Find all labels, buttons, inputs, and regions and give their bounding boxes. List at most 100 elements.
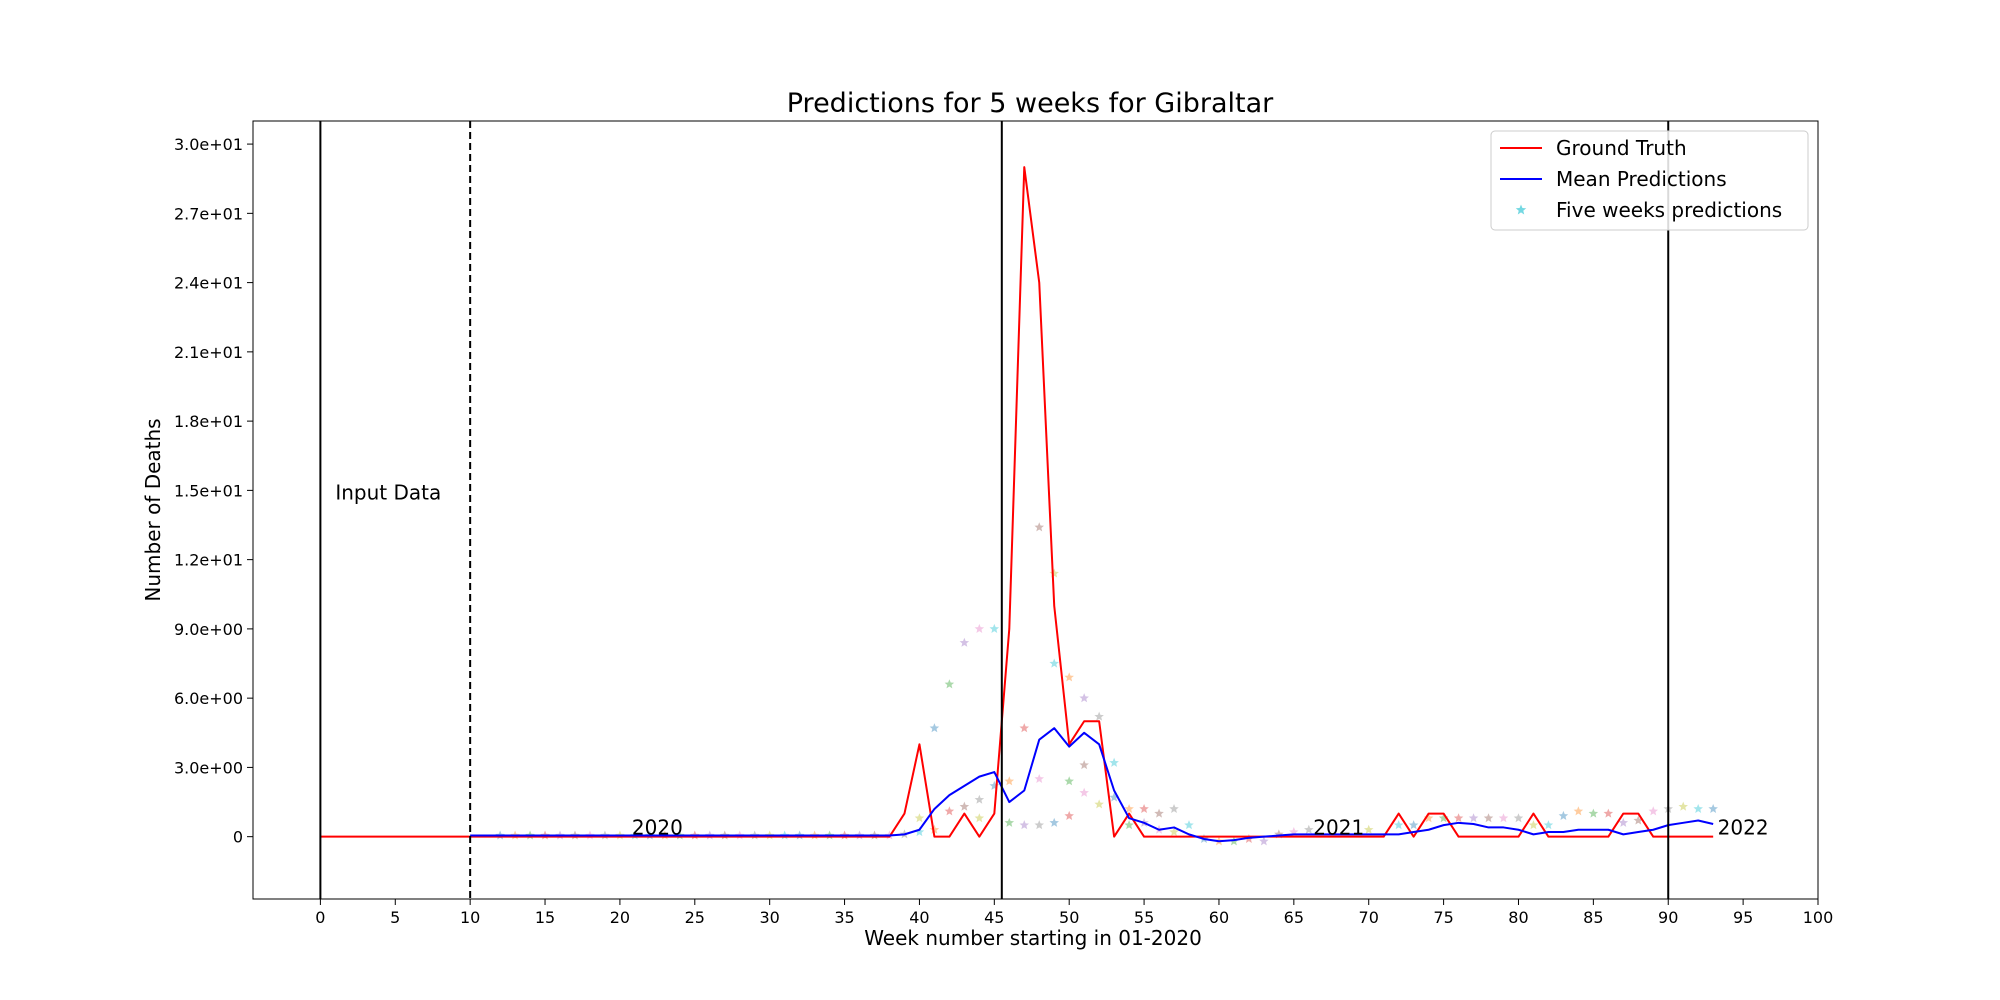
annotation-text: Input Data: [335, 481, 441, 505]
y-tick-label: 1.2e+01: [174, 551, 243, 570]
y-tick-label: 6.0e+00: [174, 689, 243, 708]
five-weeks-prediction-point: [1019, 723, 1030, 733]
x-tick-label: 40: [909, 908, 929, 927]
x-tick-label: 75: [1433, 908, 1453, 927]
five-weeks-prediction-point: [1603, 808, 1614, 818]
five-weeks-prediction-point: [1049, 568, 1059, 578]
x-tick-label: 100: [1803, 908, 1834, 927]
y-tick-label: 0: [233, 828, 243, 847]
five-weeks-prediction-point: [974, 813, 985, 823]
y-tick-label: 3.0e+00: [174, 758, 243, 777]
x-tick-label: 80: [1508, 908, 1528, 927]
five-weeks-prediction-point: [944, 679, 955, 689]
x-tick-label: 50: [1059, 908, 1079, 927]
five-weeks-prediction-point: [1423, 813, 1434, 823]
x-tick-label: 55: [1134, 908, 1154, 927]
five-weeks-prediction-point: [1094, 799, 1104, 809]
y-tick-label: 2.4e+01: [174, 274, 243, 293]
five-weeks-prediction-point: [1693, 803, 1703, 814]
x-axis-label: Week number starting in 01-2020: [864, 926, 1202, 950]
five-weeks-prediction-point: [1079, 693, 1089, 703]
five-weeks-prediction-point: [1633, 815, 1644, 825]
five-weeks-prediction-point: [1438, 813, 1449, 823]
x-tick-label: 0: [315, 908, 325, 927]
five-weeks-prediction-point: [989, 623, 1000, 633]
five-weeks-prediction-point: [1079, 760, 1089, 770]
y-tick-label: 1.8e+01: [174, 412, 243, 431]
five-weeks-prediction-point: [1573, 806, 1584, 816]
five-weeks-prediction-point: [1648, 806, 1659, 816]
five-weeks-prediction-point: [1034, 522, 1044, 532]
five-weeks-prediction-point: [1453, 813, 1464, 823]
x-tick-label: 35: [834, 908, 854, 927]
five-weeks-prediction-point: [929, 723, 940, 733]
five-weeks-prediction-point: [1109, 792, 1119, 802]
five-weeks-prediction-point: [1393, 820, 1404, 830]
five-weeks-prediction-point: [914, 827, 925, 837]
five-weeks-prediction-point: [1139, 803, 1149, 814]
legend-five-weeks-label: Five weeks predictions: [1556, 198, 1782, 222]
five-weeks-prediction-point: [1558, 810, 1569, 820]
x-tick-label: 65: [1284, 908, 1304, 927]
five-weeks-prediction-point: [914, 813, 925, 823]
legend: Ground Truth Mean Predictions Five weeks…: [1490, 130, 1809, 231]
five-weeks-prediction-point: [1304, 824, 1314, 834]
five-weeks-prediction-point: [1274, 829, 1284, 839]
five-weeks-prediction-point: [1034, 773, 1044, 783]
five-weeks-prediction-point: [1289, 827, 1299, 837]
five-weeks-prediction-point: [944, 806, 955, 816]
five-weeks-prediction-point: [1064, 776, 1074, 786]
x-tick-label: 30: [759, 908, 779, 927]
five-weeks-prediction-point: [1528, 820, 1539, 830]
five-weeks-prediction-point: [1259, 836, 1269, 846]
x-tick-label: 95: [1733, 908, 1753, 927]
five-weeks-prediction-point: [1094, 711, 1104, 721]
five-weeks-prediction-point: [1049, 817, 1059, 827]
five-weeks-prediction-point: [1184, 820, 1194, 830]
five-weeks-prediction-point: [974, 623, 985, 633]
five-weeks-prediction-point: [1064, 672, 1074, 682]
x-tick-label: 25: [685, 908, 705, 927]
five-weeks-prediction-point: [1543, 820, 1554, 830]
five-weeks-prediction-point: [1498, 813, 1509, 823]
x-tick-label: 85: [1583, 908, 1603, 927]
x-tick-label: 10: [460, 908, 480, 927]
y-tick-label: 2.1e+01: [174, 343, 243, 362]
x-tick-label: 45: [984, 908, 1004, 927]
five-weeks-prediction-point: [1468, 813, 1479, 823]
y-tick-label: 1.5e+01: [174, 481, 243, 500]
x-tick-label: 70: [1359, 908, 1379, 927]
ground-truth-line: [320, 166, 1714, 838]
x-tick-label: 60: [1209, 908, 1229, 927]
legend-mean-predictions-label: Mean Predictions: [1556, 167, 1727, 191]
five-weeks-prediction-point: [1109, 757, 1119, 767]
five-weeks-prediction-point: [1064, 810, 1074, 820]
plot-area-frame: [252, 120, 1819, 900]
five-weeks-prediction-point: [1708, 803, 1718, 814]
y-tick-label: 9.0e+00: [174, 620, 243, 639]
five-weeks-prediction-point: [1079, 787, 1089, 797]
five-weeks-prediction-point: [1618, 817, 1629, 827]
five-weeks-prediction-point: [1004, 817, 1015, 827]
chart-title: Predictions for 5 weeks for Gibraltar: [787, 88, 1274, 119]
five-weeks-prediction-point: [1169, 827, 1179, 837]
five-weeks-prediction-point: [1004, 776, 1015, 786]
y-axis-label: Number of Deaths: [141, 418, 165, 601]
x-tick-label: 15: [535, 908, 555, 927]
five-weeks-prediction-point: [1124, 820, 1134, 830]
annotation-text: 2020: [632, 815, 683, 839]
five-weeks-prediction-point: [929, 824, 940, 834]
mean-predictions-line: [470, 727, 1714, 843]
five-weeks-prediction-point: [959, 637, 970, 647]
annotation-text: 2021: [1313, 815, 1364, 839]
five-weeks-prediction-point: [1169, 803, 1179, 814]
five-weeks-prediction-point: [1678, 801, 1688, 811]
five-weeks-prediction-point: [1154, 808, 1164, 818]
x-tick-label: 5: [390, 908, 400, 927]
five-weeks-prediction-point: [989, 780, 1000, 790]
five-weeks-prediction-point: [1124, 803, 1134, 814]
y-tick-label: 2.7e+01: [174, 204, 243, 223]
five-weeks-prediction-point: [1019, 820, 1030, 830]
legend-ground-truth-label: Ground Truth: [1556, 136, 1687, 160]
